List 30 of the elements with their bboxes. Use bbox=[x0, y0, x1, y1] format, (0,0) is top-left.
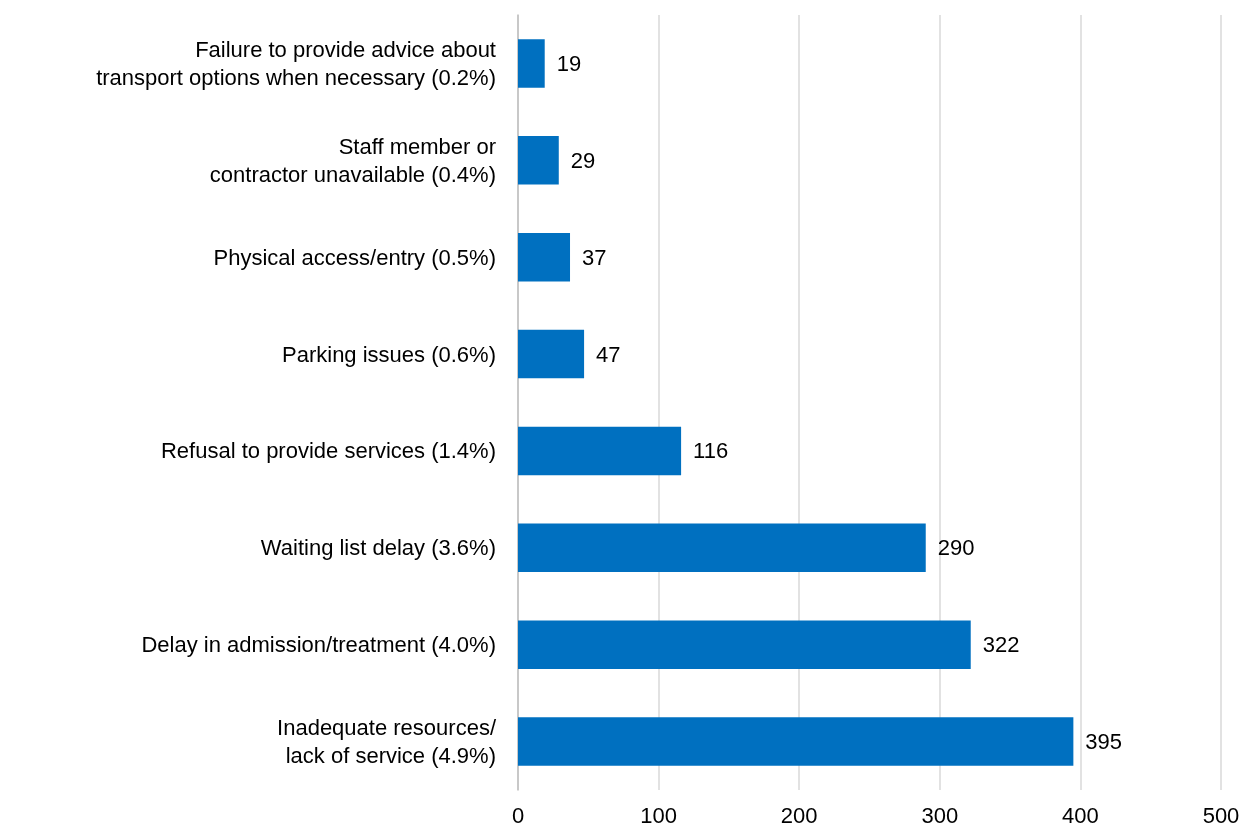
y-tick-label: Delay in admission/treatment (4.0%) bbox=[141, 632, 496, 658]
data-label: 116 bbox=[693, 438, 729, 464]
x-tick-label: 100 bbox=[640, 802, 677, 828]
bar bbox=[518, 329, 585, 379]
y-tick-label: Waiting list delay (3.6%) bbox=[260, 535, 496, 561]
bar bbox=[518, 717, 1074, 766]
x-tick-label: 400 bbox=[1062, 802, 1099, 828]
bar bbox=[518, 232, 571, 282]
y-tick-label: Staff member or contractor unavailable (0.4%) bbox=[209, 133, 496, 187]
y-tick-label: Refusal to provide services (1.4%) bbox=[160, 438, 496, 464]
data-label: 19 bbox=[556, 50, 582, 76]
data-label: 322 bbox=[982, 632, 1020, 658]
x-tick-label: 500 bbox=[1202, 802, 1240, 828]
y-tick-label: Physical access/entry (0.5%) bbox=[213, 244, 496, 270]
y-tick-label: Failure to provide advice about transport options when necessary (0.2%) bbox=[96, 36, 496, 90]
y-tick-label: Parking issues (0.6%) bbox=[282, 341, 496, 367]
y-tick-label: Inadequate resources/ lack of service (4.9%) bbox=[277, 715, 497, 769]
data-label: 29 bbox=[570, 147, 596, 173]
bar bbox=[518, 523, 926, 573]
data-label: 37 bbox=[582, 244, 607, 270]
bar bbox=[518, 620, 971, 669]
bar bbox=[518, 426, 682, 476]
data-label: 47 bbox=[596, 341, 621, 367]
data-label: 395 bbox=[1085, 729, 1123, 755]
x-tick-label: 300 bbox=[921, 802, 959, 828]
x-tick-label: 200 bbox=[780, 802, 818, 828]
bar bbox=[518, 136, 559, 185]
bar bbox=[518, 39, 545, 88]
data-label: 290 bbox=[937, 535, 975, 561]
x-tick-label: 0 bbox=[511, 802, 525, 828]
